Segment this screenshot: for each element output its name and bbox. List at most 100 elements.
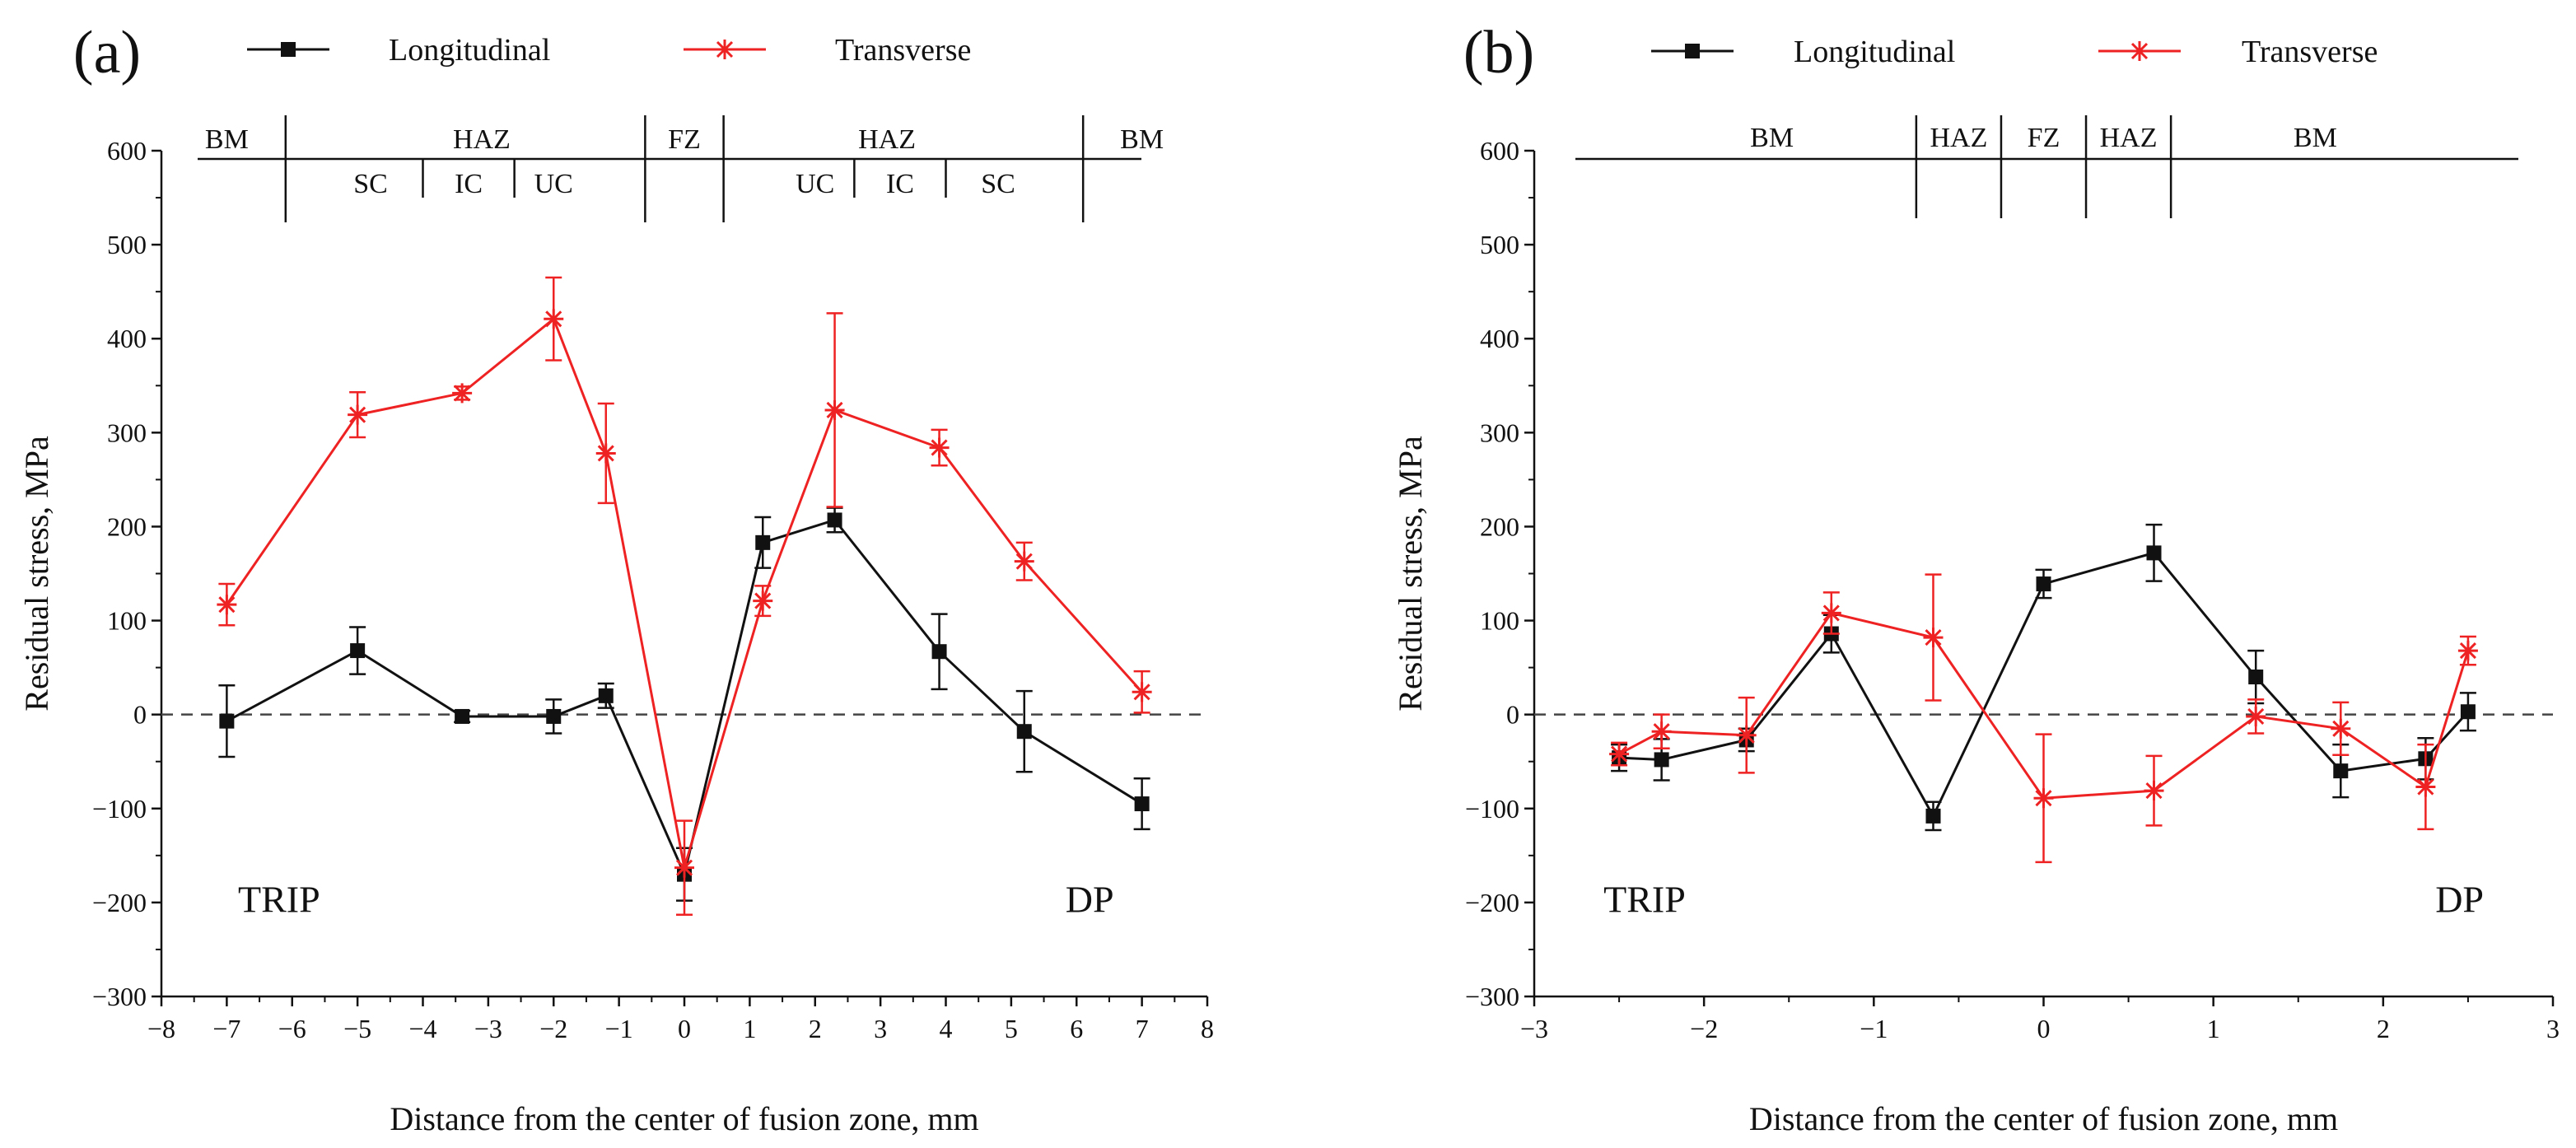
region-label-haz: HAZ bbox=[453, 124, 511, 155]
y-tick-label: −200 bbox=[1465, 888, 1519, 917]
data-point-transverse-stroke bbox=[675, 859, 693, 876]
x-tick-label: −2 bbox=[539, 1014, 567, 1043]
x-tick-label: 8 bbox=[1201, 1014, 1214, 1043]
data-point-transverse bbox=[1821, 603, 1841, 623]
data-point-transverse bbox=[348, 404, 368, 425]
material-label-dp: DP bbox=[2435, 878, 2484, 920]
x-tick-label: 0 bbox=[678, 1014, 691, 1043]
y-tick-label: 500 bbox=[107, 230, 147, 259]
x-tick-label: 3 bbox=[874, 1014, 887, 1043]
data-point-transverse bbox=[595, 443, 616, 464]
x-tick-label: −7 bbox=[212, 1014, 240, 1043]
x-tick-label: −3 bbox=[1520, 1014, 1548, 1043]
y-axis-title: Residual stress, MPa bbox=[1392, 436, 1429, 712]
data-point-longitudinal bbox=[827, 512, 842, 528]
region-label-bm: BM bbox=[1750, 123, 1794, 153]
region-label-haz: HAZ bbox=[1930, 123, 1987, 153]
region-label-fz: FZ bbox=[668, 124, 701, 155]
data-point-transverse bbox=[753, 590, 773, 611]
region-label-bm: BM bbox=[205, 124, 249, 155]
chart-panel-b: (b) −3 −2 −1 0 1 2 3 −300 −200 −100 0 100 200 300 400 50… bbox=[1392, 19, 2560, 1137]
material-label-trip: TRIP bbox=[1603, 878, 1686, 920]
region-strip: BM HAZ FZ HAZ BM SC IC UC UC IC SC bbox=[198, 115, 1164, 222]
legend: Longitudinal Transverse bbox=[1651, 35, 2378, 69]
data-point-transverse bbox=[2033, 788, 2054, 809]
data-point-longitudinal bbox=[2460, 704, 2476, 720]
x-tick-label: 5 bbox=[1005, 1014, 1018, 1043]
data-point-transverse-stroke bbox=[1822, 604, 1840, 622]
subregion-label-ic: IC bbox=[455, 169, 483, 199]
x-tick-label: −6 bbox=[278, 1014, 306, 1043]
x-tick-label: −5 bbox=[343, 1014, 371, 1043]
data-point-transverse bbox=[1132, 682, 1152, 702]
data-point-longitudinal bbox=[598, 688, 614, 703]
y-tick-label: 300 bbox=[107, 418, 147, 447]
data-point-transverse bbox=[2144, 781, 2164, 801]
y-tick-label: −200 bbox=[92, 888, 147, 917]
material-label-dp: DP bbox=[1066, 878, 1114, 920]
data-point-transverse-stroke bbox=[2332, 720, 2350, 737]
data-point-transverse bbox=[2457, 641, 2478, 661]
x-tick-label: 1 bbox=[2207, 1014, 2220, 1043]
region-label-haz: HAZ bbox=[858, 124, 916, 155]
data-point-transverse-stroke bbox=[597, 445, 614, 462]
data-point-longitudinal bbox=[455, 708, 470, 724]
region-label-fz: FZ bbox=[2028, 123, 2060, 153]
data-point-transverse-stroke bbox=[2145, 782, 2163, 800]
data-point-longitudinal bbox=[755, 534, 771, 550]
data-point-longitudinal bbox=[2036, 576, 2051, 592]
data-point-longitudinal bbox=[546, 708, 562, 724]
x-tick-label: 6 bbox=[1070, 1014, 1083, 1043]
subregion-label-uc: UC bbox=[796, 169, 834, 199]
data-point-transverse-stroke bbox=[2247, 707, 2265, 726]
y-tick-label: 200 bbox=[1480, 511, 1519, 541]
x-tick-label: −1 bbox=[1860, 1014, 1888, 1043]
data-point-transverse bbox=[1014, 551, 1034, 572]
series-transverse bbox=[1609, 573, 2478, 864]
y-tick-label: 100 bbox=[1480, 606, 1519, 636]
x-tick-label: 4 bbox=[940, 1014, 953, 1043]
chart-panel-a: (a) −8 −7 −6 −5 −4 −3 −2 −1 0 1 2 3 4 5 6 7 8 −300 −200 −100… bbox=[18, 19, 1214, 1137]
x-tick-label: 3 bbox=[2546, 1014, 2560, 1043]
data-point-transverse bbox=[2331, 718, 2351, 739]
y-axis-title: Residual stress, MPa bbox=[18, 436, 55, 712]
region-label-haz: HAZ bbox=[2100, 123, 2158, 153]
x-axis-title: Distance from the center of fusion zone,… bbox=[390, 1100, 978, 1137]
y-tick-label: −300 bbox=[1465, 982, 1519, 1011]
data-point-transverse-stroke bbox=[931, 439, 948, 456]
data-point-longitudinal bbox=[1925, 808, 1941, 824]
x-tick-label: 0 bbox=[2037, 1014, 2051, 1043]
panel-label: (a) bbox=[73, 19, 141, 86]
region-label-bm: BM bbox=[2294, 123, 2337, 153]
data-point-transverse-stroke bbox=[2035, 790, 2052, 807]
data-point-longitudinal bbox=[1134, 796, 1150, 812]
legend-label-transverse: Transverse bbox=[2242, 35, 2378, 69]
data-point-transverse-stroke bbox=[1738, 726, 1755, 744]
data-point-transverse bbox=[929, 437, 950, 458]
x-tick-label: −1 bbox=[605, 1014, 633, 1043]
data-point-transverse bbox=[1609, 744, 1630, 764]
region-strip: BM HAZ FZ HAZ BM bbox=[1575, 115, 2518, 218]
data-point-transverse-stroke bbox=[1653, 723, 1670, 740]
legend-marker-longitudinal bbox=[281, 42, 296, 57]
x-tick-label: 1 bbox=[743, 1014, 756, 1043]
data-point-transverse-stroke bbox=[545, 310, 562, 328]
legend-marker-transverse-stroke bbox=[2130, 42, 2149, 60]
data-point-longitudinal bbox=[2146, 545, 2162, 561]
data-point-transverse bbox=[1736, 725, 1757, 745]
x-tick-label: 2 bbox=[809, 1014, 822, 1043]
legend-marker-transverse bbox=[715, 40, 735, 59]
y-tick-label: 400 bbox=[1480, 324, 1519, 353]
data-point-longitudinal bbox=[1654, 752, 1669, 768]
legend-marker-transverse-stroke bbox=[716, 40, 734, 58]
data-point-transverse bbox=[2415, 777, 2436, 797]
material-label-trip: TRIP bbox=[238, 878, 320, 920]
x-tick-label: −4 bbox=[408, 1014, 436, 1043]
data-point-longitudinal bbox=[2333, 763, 2349, 779]
x-axis-title: Distance from the center of fusion zone,… bbox=[1749, 1100, 2338, 1137]
x-tick-label: −3 bbox=[474, 1014, 502, 1043]
y-tick-label: 500 bbox=[1480, 230, 1519, 259]
data-point-longitudinal bbox=[350, 643, 366, 659]
x-tick-label: 7 bbox=[1136, 1014, 1149, 1043]
legend-marker-longitudinal bbox=[1685, 44, 1700, 58]
